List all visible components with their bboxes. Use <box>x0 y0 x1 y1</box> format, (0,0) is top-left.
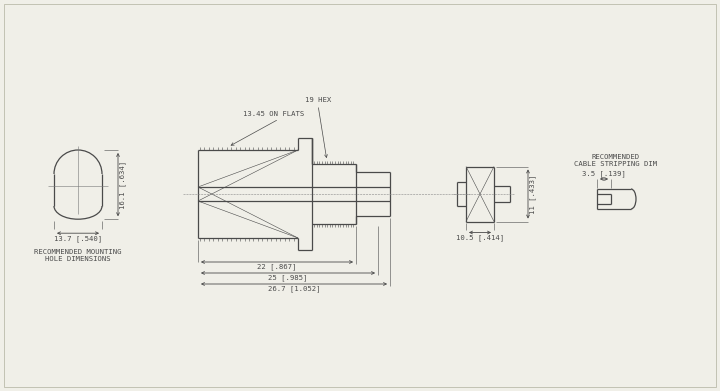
Text: 25 [.985]: 25 [.985] <box>269 274 307 282</box>
Text: 11 [.433]: 11 [.433] <box>530 174 536 214</box>
Text: 26.7 [1.052]: 26.7 [1.052] <box>268 285 320 292</box>
Text: 13.45 ON FLATS: 13.45 ON FLATS <box>243 111 305 117</box>
Text: RECOMMENDED
CABLE STRIPPING DIM: RECOMMENDED CABLE STRIPPING DIM <box>575 154 657 167</box>
Text: RECOMMENDED MOUNTING
HOLE DIMENSIONS: RECOMMENDED MOUNTING HOLE DIMENSIONS <box>35 249 122 262</box>
Text: 19 HEX: 19 HEX <box>305 97 331 103</box>
Text: 10.5 [.414]: 10.5 [.414] <box>456 234 504 241</box>
Text: 3.5 [.139]: 3.5 [.139] <box>582 170 626 178</box>
Text: 16.1 [.634]: 16.1 [.634] <box>120 161 127 209</box>
Text: 22 [.867]: 22 [.867] <box>257 264 297 270</box>
Text: 13.7 [.540]: 13.7 [.540] <box>54 235 102 242</box>
